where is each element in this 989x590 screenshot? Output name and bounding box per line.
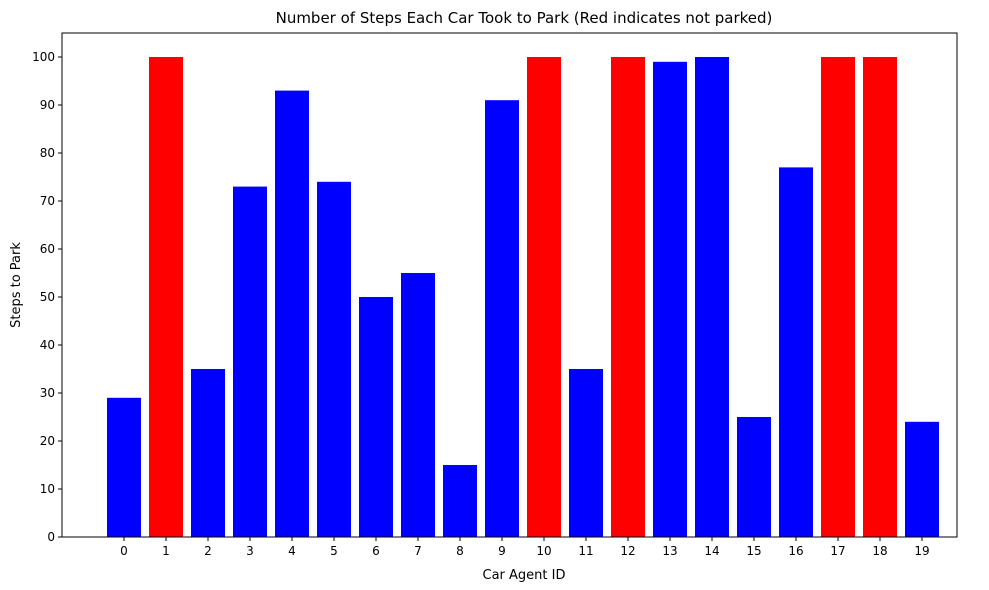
x-tick-label: 6	[372, 544, 380, 558]
x-tick-label: 5	[330, 544, 338, 558]
bar-car-11	[569, 369, 603, 537]
x-tick-label: 15	[746, 544, 761, 558]
bar-car-13	[653, 61, 687, 538]
bar-car-17	[821, 57, 855, 537]
y-tick-label: 20	[40, 434, 55, 448]
bar-car-4	[275, 90, 309, 537]
x-tick-label: 0	[120, 544, 128, 558]
x-tick-label: 17	[830, 544, 845, 558]
x-tick-label: 4	[288, 544, 296, 558]
x-tick-label: 9	[498, 544, 506, 558]
y-tick-label: 80	[40, 146, 55, 160]
bar-car-2	[191, 369, 225, 537]
y-tick-label: 10	[40, 482, 55, 496]
y-tick-label: 60	[40, 242, 55, 256]
x-tick-label: 7	[414, 544, 422, 558]
x-tick-label: 18	[872, 544, 887, 558]
x-tick-label: 10	[536, 544, 551, 558]
x-tick-label: 3	[246, 544, 254, 558]
x-axis: 0 1 2 3 4 5 6 7 8 9 10 11 12 13 14 15 16 17 18 19	[120, 537, 930, 558]
y-tick-label: 50	[40, 290, 55, 304]
bar-car-19	[905, 421, 939, 537]
bar-car-15	[737, 417, 771, 537]
x-tick-label: 2	[204, 544, 212, 558]
x-axis-label: Car Agent ID	[483, 568, 566, 583]
bar-car-10	[527, 57, 561, 537]
y-tick-label: 30	[40, 386, 55, 400]
x-tick-label: 8	[456, 544, 464, 558]
chart-title: Number of Steps Each Car Took to Park (R…	[276, 9, 773, 27]
x-tick-label: 14	[704, 544, 719, 558]
bar-car-1	[149, 57, 183, 537]
y-tick-label: 70	[40, 194, 55, 208]
y-axis: 0 10 20 30 40 50 60 70 80 90 100	[32, 50, 62, 544]
x-tick-label: 11	[578, 544, 593, 558]
plot-frame	[61, 32, 958, 538]
x-tick-label: 16	[788, 544, 803, 558]
bar-car-6	[359, 297, 393, 537]
bar-car-3	[233, 186, 267, 537]
y-tick-label: 0	[47, 530, 55, 544]
bar-car-18	[863, 57, 897, 537]
y-tick-label: 100	[32, 50, 55, 64]
bar-car-16	[779, 167, 813, 537]
x-tick-label: 1	[162, 544, 170, 558]
bar-car-8	[443, 465, 477, 537]
y-axis-label: Steps to Park	[9, 242, 24, 328]
y-tick-label: 90	[40, 98, 55, 112]
bar-car-14	[695, 57, 729, 537]
bar-car-0	[107, 397, 141, 537]
bar-car-12	[611, 57, 645, 537]
bar-car-9	[485, 100, 519, 537]
bar-car-5	[317, 181, 351, 538]
x-tick-label: 19	[914, 544, 929, 558]
bar-car-7	[401, 273, 435, 537]
x-tick-label: 12	[620, 544, 635, 558]
bars-group	[107, 57, 939, 538]
x-tick-label: 13	[662, 544, 677, 558]
y-tick-label: 40	[40, 338, 55, 352]
